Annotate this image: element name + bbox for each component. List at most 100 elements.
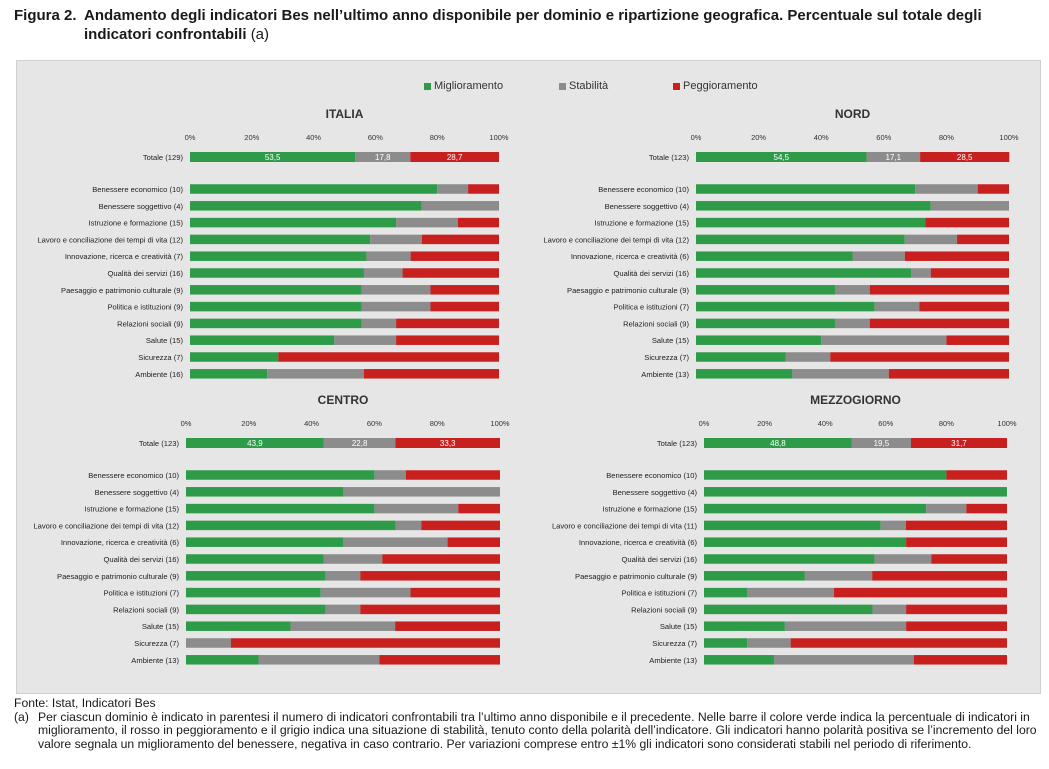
x-tick-label: 40% xyxy=(818,419,833,428)
bar-segment-stabilita xyxy=(325,571,361,581)
category-label: Salute (15) xyxy=(652,336,690,345)
bar-segment-miglioramento xyxy=(186,503,375,514)
bar-segment-miglioramento xyxy=(190,352,279,362)
bar-segment-stabilita xyxy=(747,587,834,598)
legend-item-miglioramento: Miglioramento xyxy=(424,80,503,92)
data-label-miglioramento: 43,9 xyxy=(247,439,263,448)
bar-segment-stabilita xyxy=(926,503,967,514)
category-label: Paesaggio e patrimonio culturale (9) xyxy=(61,286,183,295)
bar-segment-stabilita xyxy=(290,621,396,631)
figure-number: Figura 2. xyxy=(14,7,77,24)
bar-segment-miglioramento xyxy=(704,554,875,564)
category-label: Istruzione e formazione (15) xyxy=(594,219,689,228)
category-label: Relazioni sociali (9) xyxy=(631,605,697,614)
data-label-miglioramento: 53,5 xyxy=(265,153,281,162)
bar-segment-peggioramento xyxy=(888,369,1009,379)
bar-segment-stabilita xyxy=(421,201,499,211)
bar-segment-stabilita xyxy=(880,520,906,531)
bar-segment-miglioramento xyxy=(190,251,367,261)
category-label: Ambiente (13) xyxy=(131,656,179,665)
category-label: Qualità dei servizi (16) xyxy=(107,269,183,278)
bar-segment-peggioramento xyxy=(447,537,500,547)
data-label-stabilita: 19,5 xyxy=(874,439,890,448)
category-label: Sicurezza (7) xyxy=(652,639,697,648)
bar-segment-peggioramento xyxy=(930,268,1009,278)
bar-segment-miglioramento xyxy=(190,152,356,162)
data-label-peggioramento: 28,7 xyxy=(447,153,463,162)
bar-segment-miglioramento xyxy=(186,438,324,448)
bar-segment-peggioramento xyxy=(925,217,1009,228)
figure-title-main: Andamento degli indicatori Bes nell’ulti… xyxy=(84,7,982,43)
bar-segment-miglioramento xyxy=(190,335,335,345)
category-label: Benessere economico (10) xyxy=(92,185,183,194)
category-label: Lavoro e conciliazione dei tempi di vita… xyxy=(543,235,689,244)
figure-title-suffix: (a) xyxy=(250,26,270,43)
bar-segment-miglioramento xyxy=(186,520,396,531)
bar-segment-peggioramento xyxy=(410,152,499,162)
bar-segment-miglioramento xyxy=(704,520,881,531)
bar-segment-stabilita xyxy=(320,587,411,598)
bar-segment-peggioramento xyxy=(920,152,1010,162)
bar-segment-peggioramento xyxy=(919,301,1009,312)
bar-segment-peggioramento xyxy=(957,234,1009,245)
category-label: Salute (15) xyxy=(142,622,180,631)
category-label: Benessere economico (10) xyxy=(88,471,179,480)
x-tick-label: 20% xyxy=(751,133,766,142)
bar-segment-miglioramento xyxy=(186,621,291,631)
bar-segment-peggioramento xyxy=(906,604,1007,615)
category-label: Innovazione, ricerca e creatività (6) xyxy=(571,252,690,261)
bar-segment-peggioramento xyxy=(430,301,499,312)
bar-segment-peggioramento xyxy=(913,655,1007,665)
bar-segment-miglioramento xyxy=(704,438,852,448)
bar-segment-peggioramento xyxy=(405,470,500,480)
bar-segment-miglioramento xyxy=(696,251,853,261)
bar-segment-peggioramento xyxy=(906,537,1007,547)
x-tick-label: 20% xyxy=(244,133,259,142)
bar-segment-stabilita xyxy=(361,285,431,295)
category-label: Istruzione e formazione (15) xyxy=(84,505,179,514)
bar-segment-stabilita xyxy=(355,152,411,162)
category-label: Sicurezza (7) xyxy=(644,353,689,362)
bar-segment-stabilita xyxy=(792,369,889,379)
category-label: Benessere soggettivo (4) xyxy=(99,202,184,211)
bar-segment-peggioramento xyxy=(977,184,1009,194)
category-label: Benessere soggettivo (4) xyxy=(605,202,690,211)
category-label: Totale (123) xyxy=(657,439,698,448)
bar-segment-peggioramento xyxy=(946,335,1009,345)
category-label: Totale (123) xyxy=(139,439,180,448)
bar-segment-miglioramento xyxy=(190,184,438,194)
bar-segment-stabilita xyxy=(334,335,397,345)
bar-segment-miglioramento xyxy=(696,184,916,194)
bar-segment-miglioramento xyxy=(704,503,927,514)
bar-segment-peggioramento xyxy=(904,251,1009,261)
category-label: Salute (15) xyxy=(660,622,698,631)
bar-segment-peggioramento xyxy=(278,352,499,362)
category-label: Lavoro e conciliazione dei tempi di vita… xyxy=(37,235,183,244)
bar-segment-stabilita xyxy=(851,438,911,448)
x-tick-label: 60% xyxy=(367,419,382,428)
bar-segment-peggioramento xyxy=(410,251,499,261)
bar-segment-miglioramento xyxy=(696,268,912,278)
bar-segment-peggioramento xyxy=(421,234,499,245)
category-label: Relazioni sociali (9) xyxy=(117,319,183,328)
category-label: Relazioni sociali (9) xyxy=(623,319,689,328)
bar-segment-miglioramento xyxy=(704,470,947,480)
x-tick-label: 60% xyxy=(368,133,383,142)
category-label: Salute (15) xyxy=(146,336,184,345)
bar-segment-miglioramento xyxy=(696,152,867,162)
bar-segment-miglioramento xyxy=(190,369,268,379)
x-tick-label: 0% xyxy=(691,133,702,142)
bar-segment-peggioramento xyxy=(457,217,499,228)
x-tick-label: 40% xyxy=(304,419,319,428)
category-label: Ambiente (13) xyxy=(641,370,689,379)
x-tick-label: 60% xyxy=(876,133,891,142)
bar-segment-miglioramento xyxy=(704,655,774,665)
bar-segment-peggioramento xyxy=(966,503,1007,514)
legend-swatch-peggioramento xyxy=(673,82,680,90)
bar-segment-peggioramento xyxy=(906,621,1007,631)
bar-segment-peggioramento xyxy=(402,268,499,278)
legend-label-miglioramento: Miglioramento xyxy=(434,80,504,92)
bar-segment-stabilita xyxy=(374,470,406,480)
x-tick-label: 0% xyxy=(699,419,710,428)
bar-segment-stabilita xyxy=(363,268,403,278)
